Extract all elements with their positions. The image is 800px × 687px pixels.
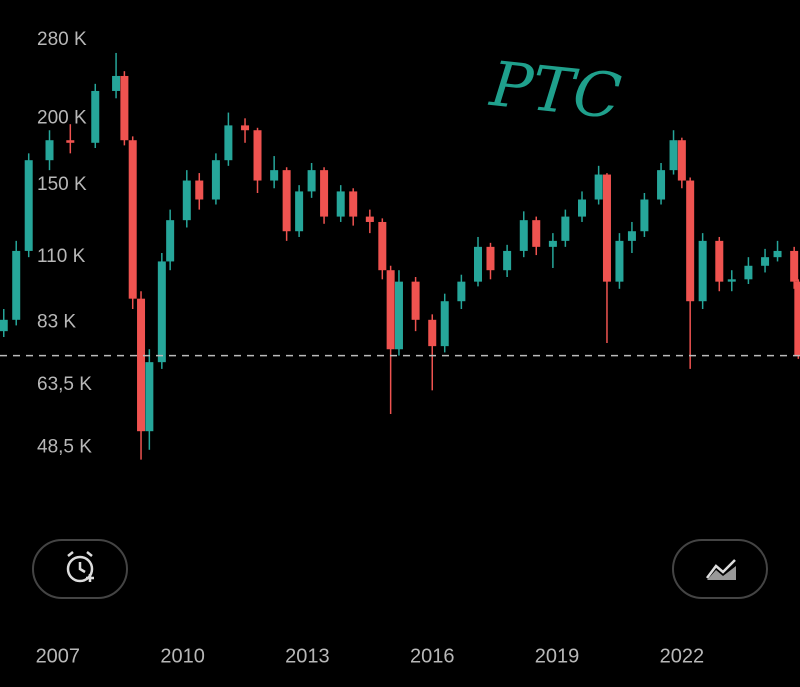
alarm-icon	[66, 555, 94, 583]
x-tick-label: 2013	[285, 645, 330, 667]
candle-body	[349, 191, 358, 217]
candle-body	[241, 125, 250, 131]
candle-body	[195, 180, 204, 200]
candle-body	[615, 240, 624, 282]
candle-body	[112, 75, 121, 91]
candle-body	[640, 199, 649, 232]
candle-body	[440, 301, 449, 347]
candle-body	[145, 362, 154, 432]
candle-body	[794, 281, 800, 356]
y-tick-label: 150 K	[37, 174, 87, 195]
candle-body	[157, 261, 166, 363]
x-tick-label: 2016	[410, 645, 455, 667]
candle-body	[503, 250, 512, 271]
alarm-icon	[67, 551, 94, 582]
y-tick-label: 110 K	[37, 246, 86, 267]
candle-body	[657, 170, 666, 200]
candle-body	[120, 75, 129, 141]
candle-body	[128, 140, 137, 299]
x-tick-label: 2019	[535, 645, 580, 667]
y-tick-label: 63,5 K	[37, 374, 92, 395]
candle-body	[45, 140, 54, 161]
candle-body	[378, 221, 387, 271]
alert-button[interactable]	[32, 539, 128, 599]
candle-body	[474, 246, 483, 282]
x-tick-label: 2022	[660, 645, 705, 667]
candle-body	[519, 220, 528, 251]
candle-body	[627, 231, 636, 241]
candle-body	[91, 90, 100, 143]
candle-body	[715, 240, 724, 282]
candle-body	[594, 174, 603, 200]
x-tick-label: 2007	[36, 645, 81, 667]
candle-body	[24, 160, 33, 251]
candle-body	[307, 170, 316, 192]
candle-body	[532, 220, 541, 247]
chart-icon	[706, 559, 736, 579]
candle-body	[727, 279, 736, 282]
candle-body	[270, 170, 279, 181]
candle-body	[282, 170, 291, 232]
candle-body	[137, 298, 146, 432]
y-tick-label: 200 K	[37, 107, 87, 128]
indicator-button[interactable]	[672, 539, 768, 599]
y-tick-label: 280 K	[37, 29, 87, 50]
x-tick-label: 2010	[160, 645, 205, 667]
candle-body	[0, 319, 8, 332]
annotation: PTC	[486, 47, 624, 133]
candle-body	[166, 220, 175, 262]
candle-body	[698, 240, 707, 302]
chart-icon	[707, 566, 736, 580]
candle-body	[561, 216, 570, 241]
candle-body	[224, 125, 233, 161]
candle-body	[761, 257, 770, 266]
candle-body	[686, 180, 695, 302]
candle-body	[677, 140, 686, 181]
candle-body	[365, 216, 374, 222]
candle-body	[790, 250, 799, 282]
candle-body	[548, 240, 557, 247]
y-tick-label: 83 K	[37, 312, 76, 333]
candle-body	[486, 246, 495, 271]
candle-body	[744, 265, 753, 280]
candle-body	[457, 281, 466, 302]
y-tick-label: 48,5 K	[37, 436, 92, 457]
candle-body	[211, 160, 220, 200]
candle-body	[320, 170, 329, 217]
candle-body	[386, 270, 395, 350]
candle-body	[66, 140, 75, 143]
plot-area	[0, 52, 800, 460]
candle-body	[394, 281, 403, 350]
candle-body	[669, 140, 678, 171]
axis-labels: 48,5 K 63,5 K 83 K 110 K 150 K 200 K 280 K 2007…	[36, 29, 705, 667]
candle-body	[253, 130, 262, 181]
candle-body	[411, 281, 420, 320]
candle-body	[295, 191, 304, 232]
candle-body	[773, 250, 782, 258]
candle-body	[12, 250, 21, 320]
candle-body	[336, 191, 345, 217]
candle-body	[182, 180, 191, 221]
candle-body	[578, 199, 587, 217]
candle-body	[428, 319, 437, 347]
candle-body	[602, 174, 611, 282]
